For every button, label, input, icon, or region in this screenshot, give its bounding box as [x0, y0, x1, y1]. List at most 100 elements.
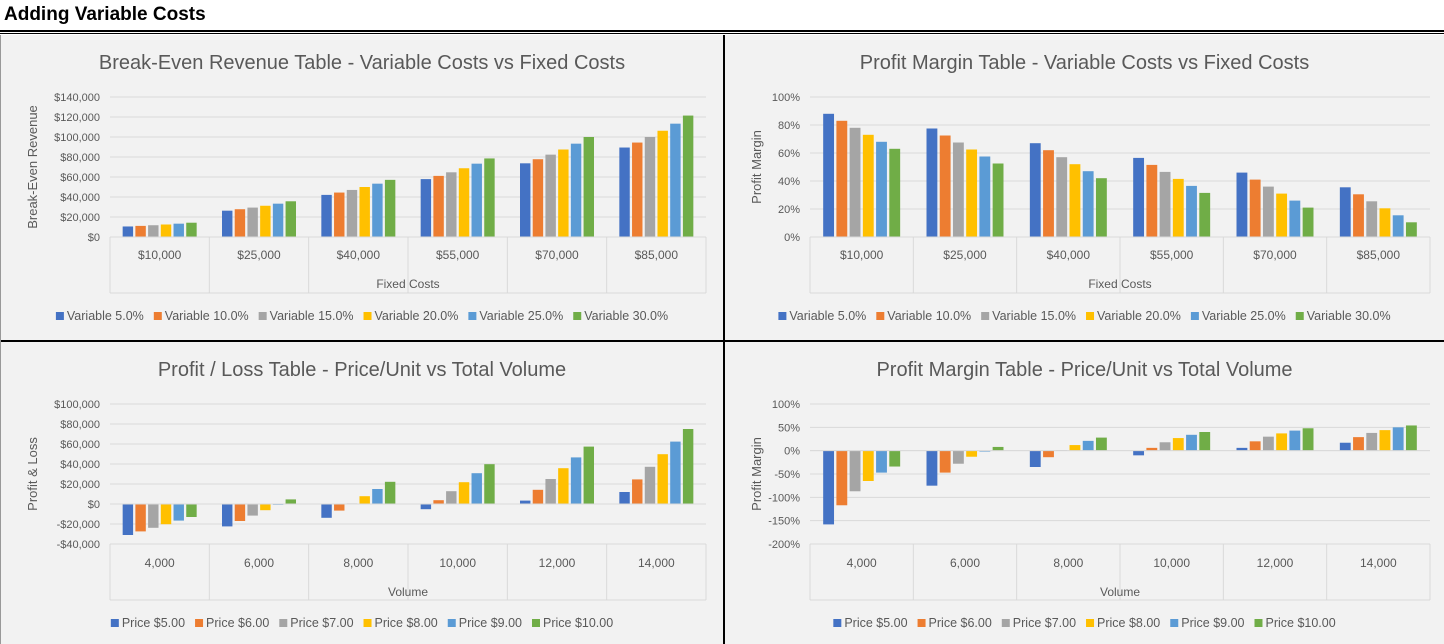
y-tick-label: 20%: [778, 204, 800, 216]
bar-variable-10-0--4: [1249, 179, 1261, 237]
bar-price-10-00-4: [1302, 428, 1314, 451]
bar-variable-15-0--0: [849, 127, 861, 237]
bar-variable-30-0--2: [1095, 178, 1107, 237]
bar-price-5-00-5: [1339, 442, 1351, 451]
x-tick-label: 8,000: [343, 556, 373, 570]
legend-label: Variable 20.0%: [375, 309, 459, 323]
bar-variable-20-0--2: [359, 187, 370, 237]
y-tick-label: $20,000: [60, 479, 100, 491]
divider-left: [0, 35, 1, 644]
legend-swatch: [833, 619, 842, 627]
legend-label: Price $10.00: [1265, 616, 1335, 630]
legend-swatch: [1001, 619, 1010, 627]
x-tick-label: 12,000: [539, 556, 576, 570]
legend-label: Variable 25.0%: [1202, 309, 1286, 323]
profit-margin-fixed-costs-chart[interactable]: Profit Margin Table - Variable Costs vs …: [725, 35, 1444, 340]
legend-label: Variable 30.0%: [584, 309, 668, 323]
bar-variable-5-0--5: [1339, 187, 1351, 237]
bar-price-7-00-5: [1366, 432, 1378, 451]
x-tick-label: 14,000: [1360, 556, 1397, 570]
legend-swatch: [917, 619, 926, 627]
legend-swatch: [1086, 312, 1095, 320]
bar-variable-25-0--0: [876, 141, 887, 237]
x-tick-label: $85,000: [635, 248, 679, 262]
break-even-revenue-chart[interactable]: Break-Even Revenue Table - Variable Cost…: [1, 35, 723, 340]
profit-margin-volume-chart[interactable]: Profit Margin Table - Price/Unit vs Tota…: [725, 342, 1444, 644]
y-tick-label: -150%: [768, 516, 800, 528]
x-tick-label: 4,000: [847, 556, 877, 570]
y-tick-label: -$20,000: [57, 519, 100, 531]
legend-swatch: [468, 312, 477, 320]
bar-variable-5-0--4: [1236, 172, 1248, 237]
bar-price-5-00-3: [1133, 450, 1145, 456]
legend-swatch: [447, 619, 456, 627]
bar-price-9-00-2: [1082, 440, 1094, 451]
x-tick-label: $25,000: [237, 248, 281, 262]
bar-price-9-00-3: [1186, 434, 1197, 451]
bar-price-8-00-4: [1276, 433, 1288, 451]
legend-swatch: [1254, 619, 1263, 627]
legend-label: Price $7.00: [290, 616, 353, 630]
bar-variable-20-0--2: [1069, 164, 1081, 237]
y-tick-label: 0%: [784, 232, 800, 244]
bar-price-5-00-5: [619, 492, 630, 504]
bar-variable-20-0--1: [966, 149, 978, 237]
bar-price-6-00-5: [1353, 437, 1364, 451]
bar-variable-25-0--2: [1082, 171, 1094, 237]
bar-variable-5-0--1: [926, 128, 938, 237]
bar-price-9-00-4: [1289, 430, 1301, 451]
bar-price-10-00-0: [186, 504, 197, 517]
bar-price-6-00-5: [632, 479, 643, 504]
x-tick-label: 12,000: [1257, 556, 1294, 570]
bar-variable-15-0--2: [346, 189, 358, 237]
bar-variable-25-0--3: [1186, 185, 1197, 237]
y-tick-label: $20,000: [60, 212, 100, 224]
legend-swatch: [1190, 312, 1199, 320]
bar-variable-20-0--3: [1172, 178, 1184, 237]
bar-variable-20-0--0: [862, 134, 874, 237]
bar-price-5-00-0: [823, 450, 835, 525]
bar-variable-15-0--4: [545, 154, 556, 237]
y-tick-label: 60%: [778, 148, 800, 160]
y-tick-label: 40%: [778, 176, 800, 188]
bar-price-9-00-0: [876, 450, 887, 473]
bar-variable-10-0--3: [1146, 164, 1158, 237]
bar-variable-15-0--1: [952, 142, 964, 237]
bar-variable-10-0--5: [632, 142, 643, 237]
legend-label: Variable 30.0%: [1307, 309, 1391, 323]
bar-price-6-00-0: [836, 450, 848, 506]
x-axis-title: Fixed Costs: [1088, 277, 1151, 291]
title-underline-2: [0, 33, 1444, 34]
legend: Variable 5.0% Variable 10.0% Variable 15.0…: [778, 309, 1391, 323]
chart-svg: Break-Even Revenue Table - Variable Cost…: [25, 52, 707, 323]
bar-variable-30-0--2: [384, 179, 396, 237]
bar-variable-5-0--3: [420, 179, 432, 237]
bar-variable-5-0--3: [1133, 157, 1145, 237]
profit-loss-volume-chart[interactable]: Profit / Loss Table - Price/Unit vs Tota…: [1, 342, 723, 644]
x-axis-title: Volume: [388, 585, 428, 599]
bar-variable-15-0--3: [1159, 171, 1171, 237]
bar-price-8-00-0: [862, 450, 874, 481]
x-tick-label: 14,000: [638, 556, 675, 570]
bar-price-6-00-2: [1043, 450, 1054, 458]
bar-price-5-00-0: [122, 504, 134, 535]
bar-variable-20-0--1: [260, 205, 271, 237]
x-tick-label: 6,000: [244, 556, 274, 570]
bar-price-10-00-3: [1199, 432, 1211, 451]
y-tick-label: -100%: [768, 492, 800, 504]
y-tick-label: $60,000: [60, 439, 100, 451]
bar-variable-25-0--1: [979, 156, 991, 237]
bar-price-8-00-3: [458, 482, 470, 504]
bar-price-5-00-3: [420, 504, 432, 510]
legend-label: Price $8.00: [375, 616, 438, 630]
bar-price-6-00-3: [433, 500, 444, 504]
legend-label: Price $9.00: [459, 616, 522, 630]
bar-variable-30-0--3: [1199, 192, 1211, 237]
legend-label: Price $6.00: [929, 616, 992, 630]
bar-variable-15-0--1: [247, 207, 258, 237]
legend-label: Variable 10.0%: [165, 309, 249, 323]
x-tick-label: $55,000: [436, 248, 480, 262]
bar-price-8-00-0: [160, 504, 172, 525]
bar-variable-10-0--5: [1353, 194, 1364, 237]
legend-label: Variable 5.0%: [67, 309, 144, 323]
